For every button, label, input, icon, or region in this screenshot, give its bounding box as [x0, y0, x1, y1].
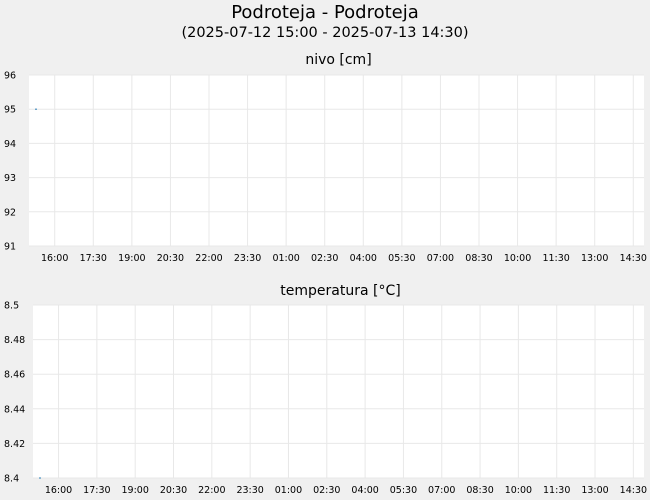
y-tick-label: 93	[4, 173, 16, 184]
x-tick-label: 11:30	[542, 253, 569, 264]
x-tick-label: 11:30	[543, 485, 570, 496]
y-tick-label: 8.48	[4, 335, 25, 346]
x-tick-label: 07:00	[428, 485, 455, 496]
x-tick-label: 22:00	[198, 485, 225, 496]
x-tick-label: 10:00	[505, 485, 532, 496]
y-tick-label: 8.5	[4, 301, 19, 312]
x-tick-label: 20:30	[157, 253, 184, 264]
y-tick-label: 94	[4, 139, 16, 150]
y-tick-label: 91	[4, 242, 16, 253]
x-tick-label: 08:30	[465, 253, 492, 264]
y-tick-label: 8.46	[4, 370, 25, 381]
x-tick-label: 01:00	[272, 253, 299, 264]
x-tick-label: 01:00	[275, 485, 302, 496]
x-tick-label: 23:30	[236, 485, 263, 496]
y-tick-label: 8.44	[4, 404, 25, 415]
y-tick-label: 8.4	[4, 474, 19, 485]
x-tick-label: 10:00	[504, 253, 531, 264]
y-tick-label: 8.42	[4, 439, 25, 450]
data-point	[35, 108, 37, 110]
data-point	[39, 477, 41, 479]
x-tick-label: 04:00	[350, 253, 377, 264]
y-tick-label: 96	[4, 71, 16, 82]
chart-panel-1: nivo [cm] 91 92 93 94 95 96 16:00 17:30 19:00 20:3…	[4, 52, 647, 264]
x-tick-label: 05:30	[390, 485, 417, 496]
x-tick-label: 13:00	[581, 253, 608, 264]
x-tick-label: 08:30	[466, 485, 493, 496]
panel-title: nivo [cm]	[305, 52, 371, 68]
x-tick-label: 20:30	[160, 485, 187, 496]
x-tick-label: 02:30	[311, 253, 338, 264]
chart-subtitle: (2025-07-12 15:00 - 2025-07-13 14:30)	[181, 25, 469, 41]
x-tick-label: 16:00	[45, 485, 72, 496]
x-tick-label: 14:30	[620, 253, 647, 264]
chart-panel-2: temperatura [°C] 8.4 8.42 8.44 8.46 8.48 8.5 16…	[4, 283, 647, 496]
x-tick-label: 17:30	[80, 253, 107, 264]
x-tick-label: 04:00	[351, 485, 378, 496]
x-tick-label: 22:00	[195, 253, 222, 264]
chart-title: Podroteja - Podroteja	[231, 2, 419, 23]
x-tick-label: 19:00	[118, 253, 145, 264]
plot-area	[29, 75, 644, 246]
x-tick-label: 07:00	[427, 253, 454, 264]
x-tick-label: 17:30	[83, 485, 110, 496]
x-tick-label: 02:30	[313, 485, 340, 496]
x-tick-label: 13:00	[581, 485, 608, 496]
panel-title: temperatura [°C]	[280, 283, 400, 299]
y-tick-label: 92	[4, 207, 16, 218]
x-tick-label: 14:30	[620, 485, 647, 496]
plot-area	[33, 305, 644, 478]
x-tick-label: 05:30	[388, 253, 415, 264]
x-tick-label: 16:00	[41, 253, 68, 264]
x-tick-label: 23:30	[234, 253, 261, 264]
y-tick-label: 95	[4, 105, 16, 116]
x-tick-label: 19:00	[121, 485, 148, 496]
